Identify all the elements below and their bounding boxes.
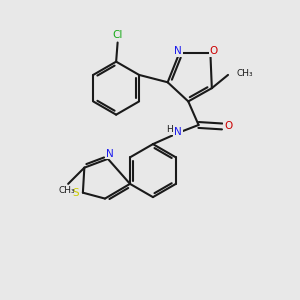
Text: Cl: Cl [112, 30, 123, 40]
Text: H: H [166, 125, 172, 134]
Text: CH₃: CH₃ [236, 69, 253, 78]
Text: N: N [106, 148, 113, 158]
Text: O: O [224, 122, 232, 131]
Text: CH₃: CH₃ [58, 186, 75, 195]
Text: N: N [174, 46, 182, 56]
Text: S: S [72, 188, 79, 198]
Text: O: O [210, 46, 218, 56]
Text: N: N [174, 127, 182, 137]
